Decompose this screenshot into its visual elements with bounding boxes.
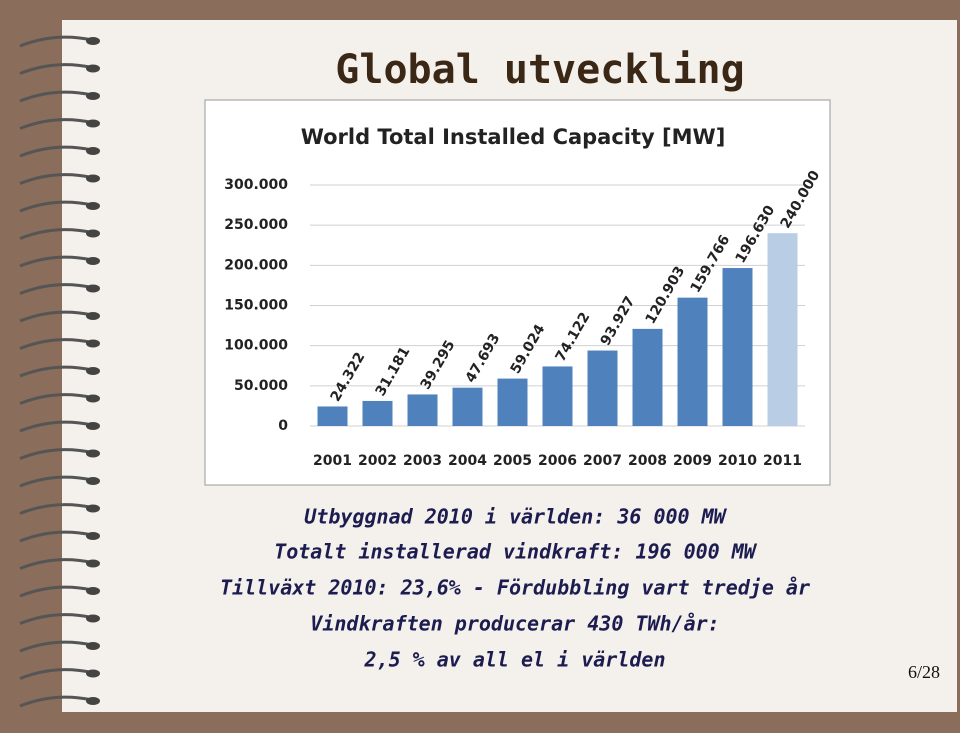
ring-hole <box>86 504 100 513</box>
ring-hole <box>86 532 100 540</box>
ring-hole <box>86 559 100 568</box>
slide-title: Global utveckling <box>335 47 744 93</box>
y-tick-label: 150.000 <box>224 298 288 314</box>
ring-hole <box>86 92 100 100</box>
ring-hole <box>86 312 100 320</box>
ring-hole <box>86 147 100 155</box>
bar <box>632 328 663 426</box>
ring <box>19 393 93 405</box>
ring-hole <box>86 697 100 705</box>
x-tick-label: 2005 <box>493 453 532 469</box>
y-tick-label: 200.000 <box>224 257 288 273</box>
ring <box>19 173 93 185</box>
ring-hole <box>86 367 100 375</box>
ring <box>19 145 93 158</box>
text-line: Tillväxt 2010: 23,6% - Fördubbling vart … <box>220 576 810 600</box>
ring <box>19 228 93 240</box>
x-tick-label: 2003 <box>403 453 442 469</box>
ring-hole <box>86 229 100 238</box>
text-line: Utbyggnad 2010 i världen: 36 000 MW <box>304 505 727 529</box>
ring-hole <box>86 119 100 128</box>
ring <box>19 640 93 653</box>
bar <box>497 378 528 426</box>
ring-hole <box>86 422 100 430</box>
ring <box>19 338 93 350</box>
bar <box>587 350 618 426</box>
ring <box>19 63 93 75</box>
x-tick-label: 2010 <box>718 453 757 469</box>
ring-hole <box>86 449 100 458</box>
x-tick-label: 2004 <box>448 453 487 469</box>
bar <box>362 400 393 426</box>
ring-hole <box>86 64 100 73</box>
ring-hole <box>86 339 100 348</box>
bar <box>452 387 483 426</box>
ring <box>19 613 93 625</box>
x-tick-label: 2006 <box>538 453 577 469</box>
y-tick-label: 100.000 <box>224 338 288 354</box>
ring <box>19 35 93 48</box>
ring <box>19 365 93 378</box>
ring <box>19 310 93 323</box>
ring <box>19 695 93 708</box>
bar <box>722 268 753 426</box>
ring-hole <box>86 394 100 403</box>
ring-hole <box>86 614 100 623</box>
page-number: 6/28 <box>908 662 940 682</box>
x-tick-label: 2001 <box>313 453 352 469</box>
ring <box>19 558 93 570</box>
text-line: 2,5 % av all el i världen <box>363 648 665 672</box>
ring-hole <box>86 202 100 210</box>
ring <box>19 200 93 213</box>
ring <box>19 503 93 515</box>
ring <box>19 255 93 268</box>
y-tick-label: 50.000 <box>234 378 288 394</box>
ring-hole <box>86 642 100 650</box>
ring-hole <box>86 587 100 595</box>
ring <box>19 90 93 103</box>
ring <box>19 118 93 130</box>
chart-title: World Total Installed Capacity [MW] <box>301 125 726 149</box>
ring <box>19 420 93 433</box>
y-tick-label: 0 <box>278 418 288 434</box>
y-tick-label: 300.000 <box>224 177 288 193</box>
bar <box>542 366 573 426</box>
ring-hole <box>86 284 100 293</box>
x-tick-label: 2007 <box>583 453 622 469</box>
text-line: Vindkraften producerar 430 TWh/år: <box>310 612 719 636</box>
ring <box>19 283 93 295</box>
spiral-binding <box>19 35 100 708</box>
bar <box>677 297 708 426</box>
ring-hole <box>86 257 100 265</box>
text-line: Totalt installerad vindkraft: 196 000 MW <box>274 540 758 564</box>
bar <box>767 233 798 426</box>
ring <box>19 475 93 488</box>
ring-hole <box>86 37 100 45</box>
bar <box>407 394 438 426</box>
ring <box>19 668 93 680</box>
bar <box>317 406 348 426</box>
ring-hole <box>86 669 100 678</box>
ring <box>19 585 93 598</box>
ring <box>19 530 93 543</box>
x-tick-label: 2002 <box>358 453 397 469</box>
ring-hole <box>86 174 100 183</box>
x-tick-label: 2008 <box>628 453 667 469</box>
y-tick-label: 250.000 <box>224 217 288 233</box>
x-tick-label: 2009 <box>673 453 712 469</box>
x-tick-label: 2011 <box>763 453 802 469</box>
ring-hole <box>86 477 100 485</box>
ring <box>19 448 93 460</box>
